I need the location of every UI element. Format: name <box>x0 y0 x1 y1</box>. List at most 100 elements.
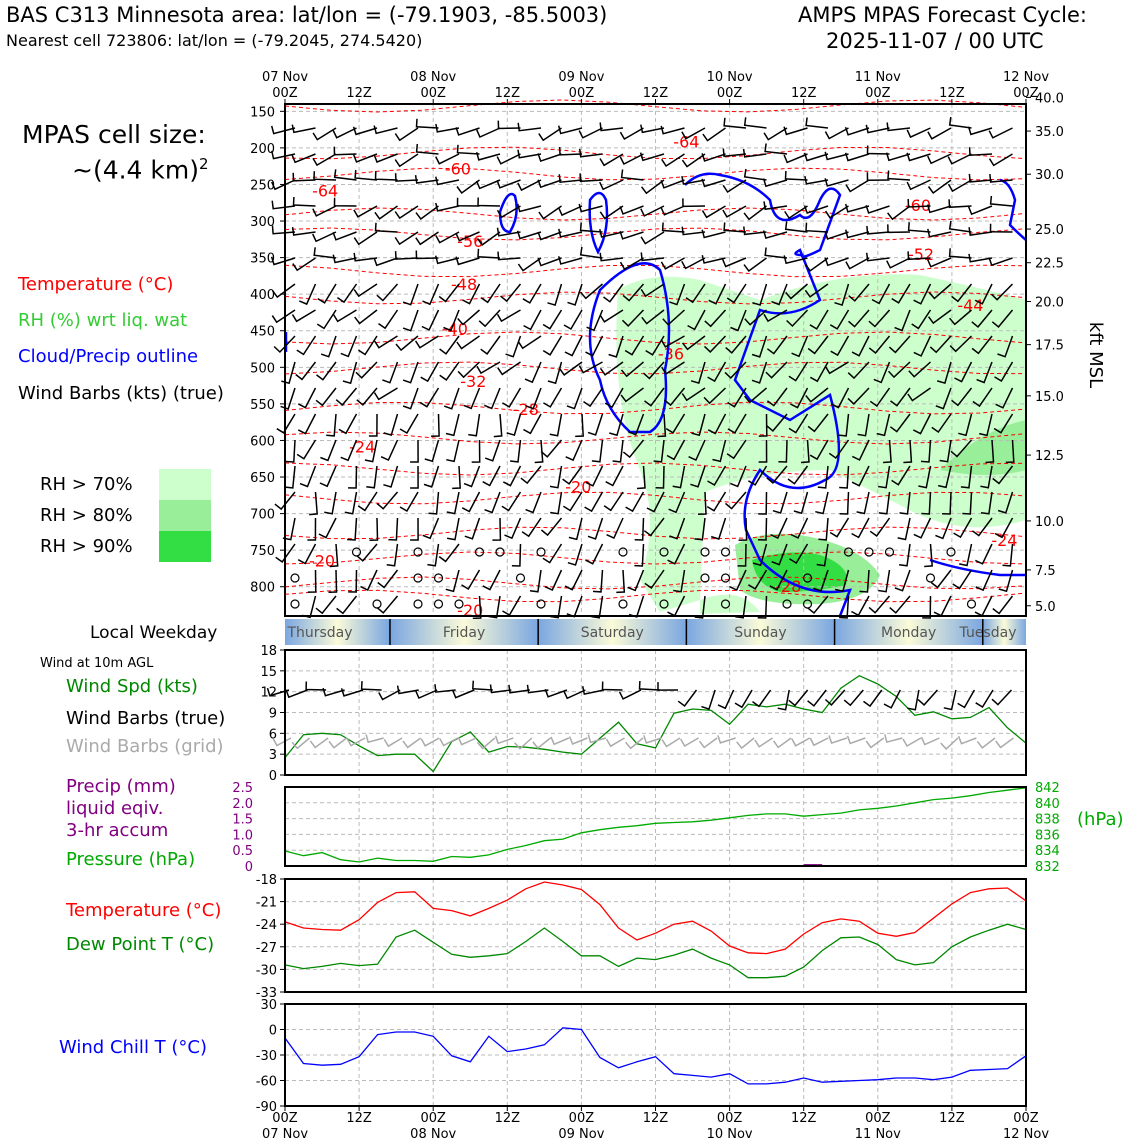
wind-barb <box>414 335 439 349</box>
top-hour-label: 00Z <box>569 86 595 101</box>
wind-barb <box>990 283 1014 301</box>
legend-wind: Wind Barbs (kts) (true) <box>18 383 224 404</box>
wind-barb <box>930 569 952 589</box>
wind-barb-true <box>734 689 753 709</box>
calm-wind-circle <box>802 573 813 583</box>
pressure-tick-label: 838 <box>1035 813 1060 828</box>
wind-barb <box>967 205 993 216</box>
wind-barb <box>920 439 932 463</box>
wind-barb <box>271 225 296 235</box>
wind-barb <box>547 283 563 307</box>
wind-barb <box>297 543 317 565</box>
wind-barb <box>704 309 727 328</box>
dewpoint-panel-label: Dew Point T (°C) <box>66 934 215 955</box>
height-tick-label: 10.0 <box>1035 515 1064 530</box>
wind-barb <box>281 361 296 385</box>
temperature-panel-label: Temperature (°C) <box>66 900 222 921</box>
wind-barb <box>927 228 952 238</box>
wind-panel-tick-label: 3 <box>269 748 277 763</box>
wind-barb <box>373 125 398 135</box>
wind-barb <box>456 335 480 350</box>
wind-barb <box>769 569 788 591</box>
wind-barb-true <box>863 689 883 708</box>
wind-barb <box>974 595 993 617</box>
wind-barb <box>815 491 829 515</box>
wind-barb-true <box>415 689 438 699</box>
wind-barb-true <box>618 689 642 700</box>
wind-barb-grid <box>291 737 310 750</box>
wind-barb <box>993 413 1014 434</box>
wind-barb <box>701 229 726 239</box>
isotherm-label: -44 <box>957 296 983 315</box>
wind-barb <box>497 251 521 261</box>
wind-barb <box>484 491 501 514</box>
wind-barb <box>816 543 829 567</box>
wind-barb <box>427 543 440 567</box>
wind-barb <box>989 195 1013 207</box>
wind-barb <box>722 148 747 158</box>
wind-barb <box>657 413 667 438</box>
wind-barb-grid <box>680 737 699 748</box>
isotherm-line <box>284 462 1027 476</box>
wind-barb <box>824 151 849 161</box>
isotherm-line <box>284 431 1027 445</box>
windchill-panel-label: Wind Chill T (°C) <box>59 1037 207 1058</box>
wind-barb <box>887 224 911 234</box>
wind-barb <box>606 517 624 539</box>
wind-barb-true <box>285 689 308 699</box>
wind-barb <box>547 361 563 385</box>
wind-barb <box>501 491 522 512</box>
top-date-label: 07 Nov <box>262 70 308 85</box>
wind-barb <box>636 465 646 490</box>
calm-wind-circle <box>290 599 300 609</box>
wind-barb <box>783 126 808 136</box>
weekday-name: Thursday <box>286 625 352 641</box>
weekday-segment <box>982 619 1026 645</box>
cell-size-exponent: 2 <box>199 155 209 173</box>
wind-barb <box>847 387 870 405</box>
pressure-tick-label: 700 <box>250 508 275 523</box>
wind-barb <box>992 465 1014 485</box>
pressure-tick-label: 400 <box>250 288 275 303</box>
wind-barb <box>887 170 911 181</box>
wind-barb <box>989 174 1013 183</box>
wind-barb <box>462 283 481 305</box>
wind-barb <box>665 413 686 434</box>
top-date-label: 09 Nov <box>558 70 604 85</box>
weekday-segment <box>285 619 390 645</box>
wind-barb <box>296 439 317 460</box>
wind-barb-true <box>957 689 976 709</box>
wind-barb <box>566 595 583 618</box>
wind-barb <box>463 465 481 488</box>
bottom-hour-label: 12Z <box>495 1111 521 1126</box>
wind-barb <box>592 569 604 593</box>
wind-barb-true <box>601 681 623 691</box>
wind-barb-grid <box>772 737 792 749</box>
wind-barb <box>332 231 357 241</box>
wind-barb <box>998 569 1014 593</box>
wind-barb <box>971 335 993 355</box>
wind-barb <box>737 543 747 567</box>
wind-barb <box>274 491 296 511</box>
wind-barb <box>299 465 317 488</box>
wind-barb <box>332 254 357 264</box>
wind-barb <box>936 361 952 385</box>
wind-barb <box>435 176 460 186</box>
wind-barb <box>517 122 542 132</box>
wind-barb <box>886 122 911 132</box>
wind-barb <box>516 203 542 213</box>
wind-barb <box>585 335 604 357</box>
wind-barb <box>476 361 501 375</box>
wind-barb <box>457 361 481 379</box>
wind-barb <box>599 361 624 376</box>
wind-barb <box>790 517 809 539</box>
pressure-tick-label: 550 <box>250 398 275 413</box>
wind-barb <box>804 257 829 272</box>
wind-barb <box>457 309 480 326</box>
wind-barb <box>484 439 501 462</box>
wind-barb <box>328 569 338 593</box>
wind-barb-true <box>638 680 660 691</box>
wind-barb-grid <box>420 737 440 747</box>
wind-barb <box>793 491 809 515</box>
